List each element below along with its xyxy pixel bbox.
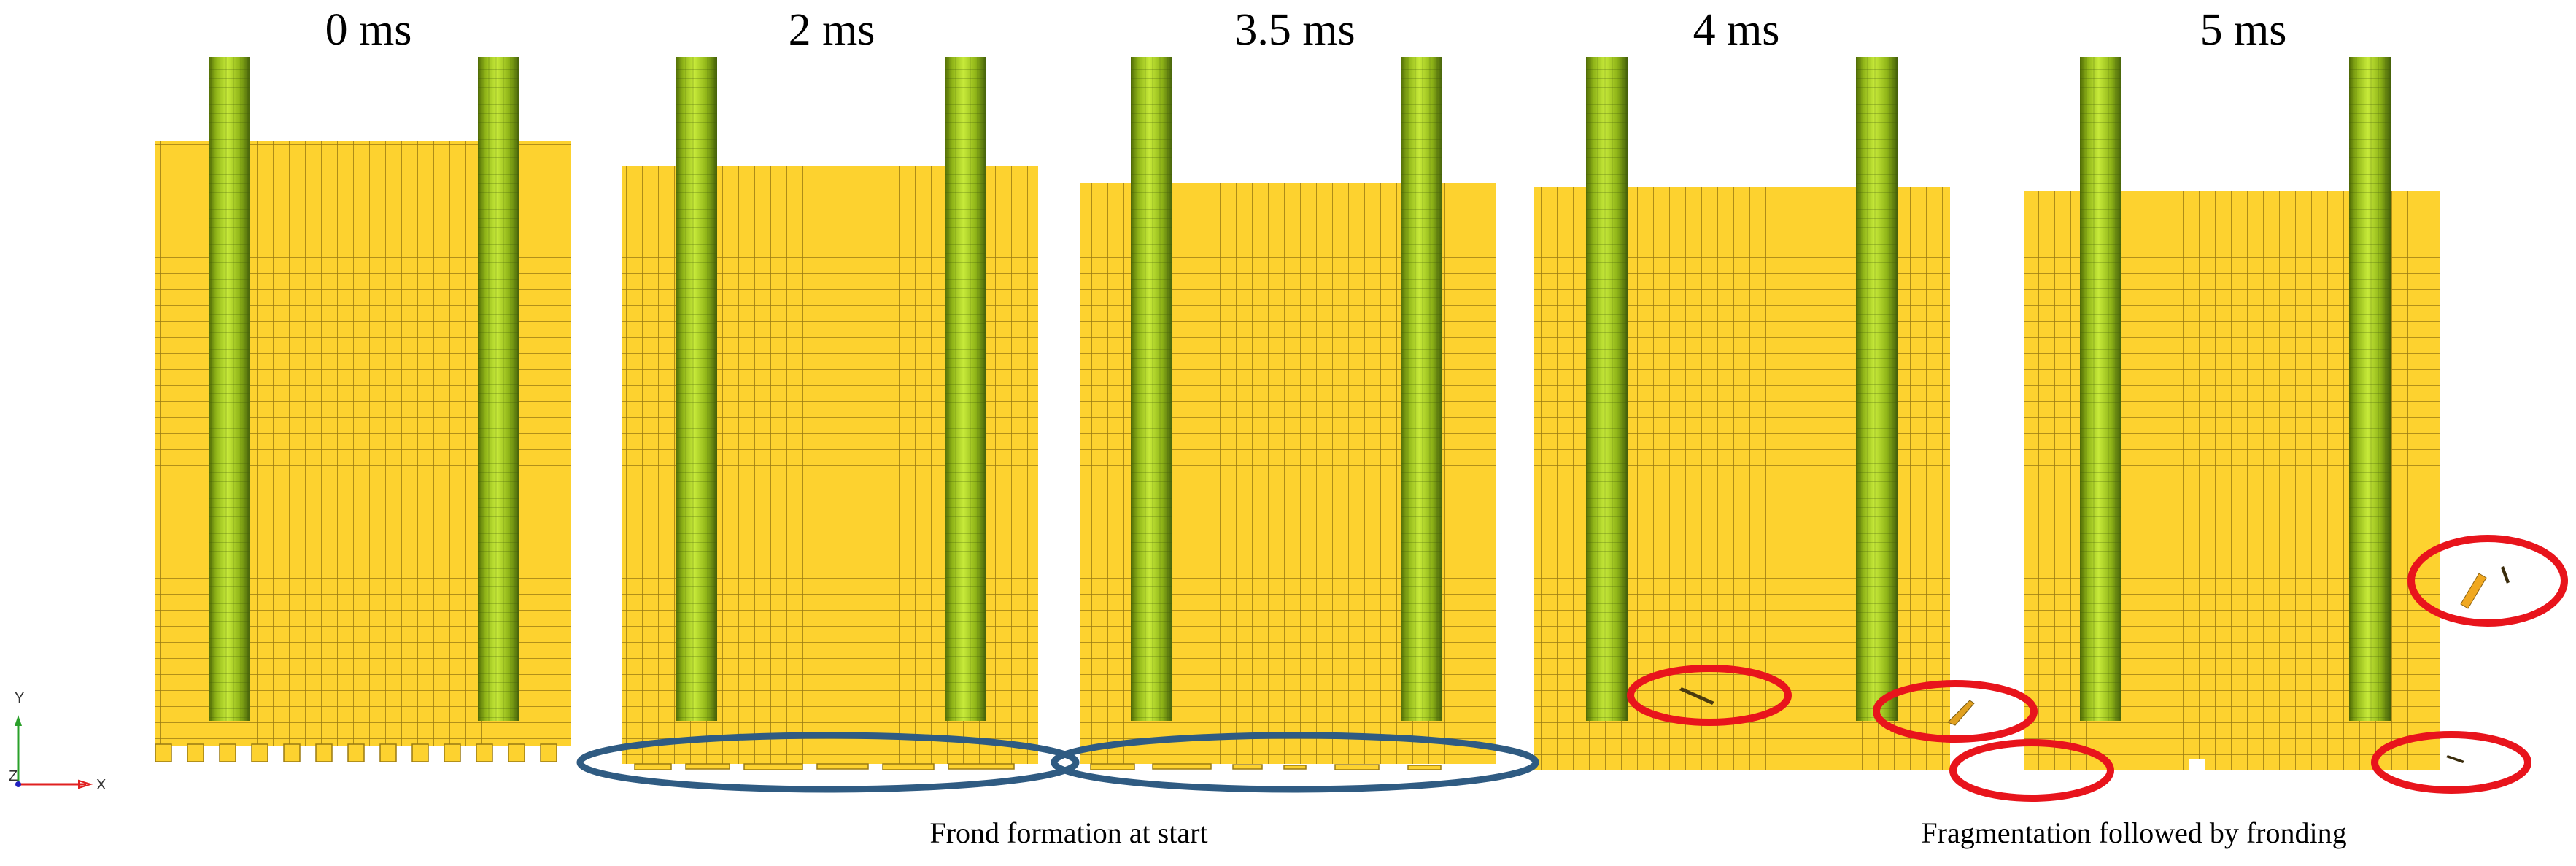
frond-highlight-ellipse: [1051, 732, 1539, 793]
fragment-highlight-ellipse: [2407, 535, 2568, 627]
debris-fragment: [2460, 573, 2487, 609]
frame-title-5ms: 5 ms: [2200, 5, 2287, 55]
caption-fragmentation: Fragmentation followed by fronding: [1921, 816, 2347, 849]
frame-title-0ms: 0 ms: [325, 5, 412, 55]
fragment-highlight-ellipse: [2371, 731, 2531, 794]
debris-fragment: [1679, 687, 1714, 705]
caption-frond-formation: Frond formation at start: [929, 816, 1208, 849]
fragment-highlight-ellipse: [1949, 739, 2114, 802]
debris-fragment: [1947, 700, 1975, 726]
frond-fragments: [1090, 763, 1442, 770]
frame-5ms-model: [2024, 57, 2510, 770]
frame-title-3-5ms: 3.5 ms: [1234, 5, 1355, 55]
frame-3-5ms-model: [1080, 57, 1496, 770]
fragment-highlight-ellipse: [1627, 665, 1792, 726]
frond-highlight-ellipse: [576, 732, 1080, 793]
axis-label-z: Z: [9, 768, 18, 784]
frame-0ms-model: [155, 57, 571, 762]
axis-label-y: Y: [15, 690, 24, 706]
frond-fragments: [634, 763, 1015, 770]
frame-title-2ms: 2 ms: [788, 5, 875, 55]
frame-title-4ms: 4 ms: [1693, 5, 1780, 55]
fragment-highlight-ellipse: [1873, 680, 2038, 743]
debris-fragment: [2501, 566, 2510, 584]
frame-4ms-model: [1534, 57, 2043, 770]
axis-label-x: X: [96, 777, 106, 793]
debris-fragment: [2446, 755, 2464, 763]
frond-teeth: [155, 743, 557, 762]
frame-2ms-model: [622, 57, 1038, 770]
axis-triad: Y Z X: [9, 690, 106, 793]
